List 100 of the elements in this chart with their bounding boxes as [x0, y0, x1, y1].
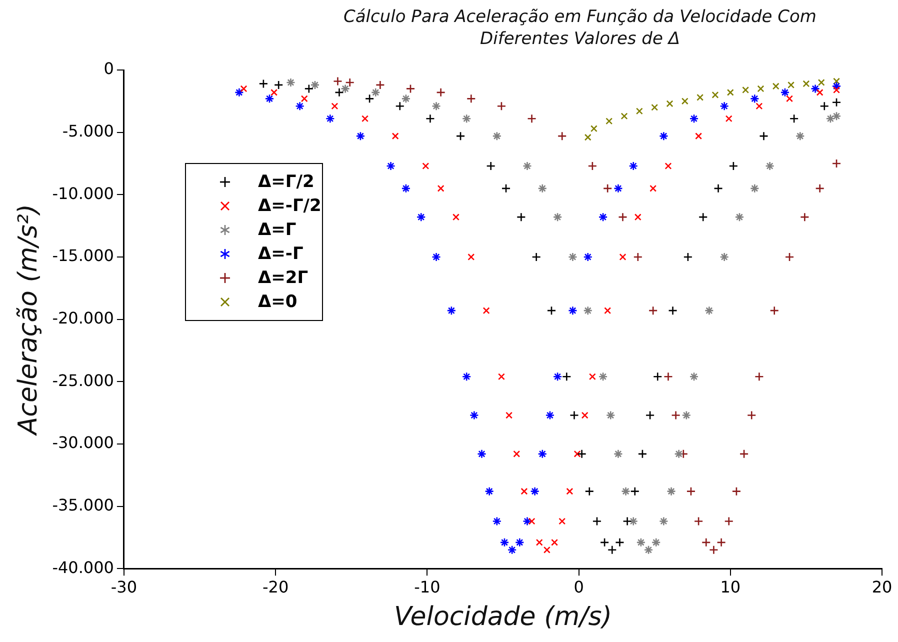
point	[401, 94, 411, 104]
point	[452, 214, 460, 221]
x-tick-label: 0	[574, 577, 584, 596]
point	[698, 212, 708, 222]
point	[566, 488, 574, 495]
x-tick-label: -10	[414, 577, 440, 596]
point	[590, 125, 598, 132]
point	[689, 372, 699, 382]
point	[701, 538, 711, 548]
point	[734, 212, 744, 222]
point	[258, 79, 268, 88]
point	[750, 184, 760, 194]
point	[664, 372, 673, 382]
point	[628, 516, 638, 526]
point	[832, 111, 842, 121]
point	[638, 449, 648, 459]
point	[651, 104, 658, 111]
point	[659, 516, 668, 526]
point	[696, 94, 704, 101]
y-tick-label: -40.000	[52, 558, 114, 577]
point	[588, 373, 596, 380]
point	[513, 450, 520, 458]
point	[356, 131, 366, 141]
y-tick-label: -10.000	[52, 184, 114, 203]
point	[422, 162, 430, 170]
point	[558, 518, 566, 525]
point	[668, 306, 678, 316]
point	[720, 252, 729, 262]
point	[739, 449, 749, 459]
point	[546, 306, 556, 316]
point	[628, 161, 638, 171]
point	[325, 114, 335, 124]
chart-title: Cálculo Para Aceleração em Função da Velocidade Com Diferentes Valores de Δ	[342, 6, 818, 50]
point	[648, 306, 658, 316]
point	[446, 306, 456, 316]
point	[630, 486, 640, 496]
point	[274, 80, 284, 90]
point	[295, 102, 304, 111]
point	[562, 372, 572, 382]
point	[331, 102, 338, 110]
point	[795, 131, 805, 141]
point	[615, 538, 624, 548]
point	[614, 184, 623, 194]
point	[516, 212, 526, 222]
point	[681, 98, 688, 105]
point	[568, 252, 578, 262]
point	[437, 184, 444, 192]
legend-label: Δ=0	[258, 292, 298, 312]
point	[340, 84, 350, 94]
point	[683, 252, 693, 262]
point	[588, 161, 598, 171]
point	[376, 80, 385, 90]
x-tick-label: -30	[110, 577, 138, 596]
point	[264, 94, 274, 104]
point	[552, 372, 562, 382]
point	[614, 449, 623, 459]
point	[527, 114, 536, 124]
point	[568, 306, 578, 316]
point	[600, 538, 610, 548]
point	[704, 306, 714, 316]
point	[765, 161, 774, 171]
point	[757, 85, 764, 92]
point	[386, 161, 396, 171]
point	[462, 372, 472, 382]
legend-label: Δ=2Γ	[258, 268, 308, 288]
point	[732, 486, 742, 496]
point	[636, 108, 643, 115]
point	[426, 114, 435, 124]
point	[492, 516, 502, 526]
point	[574, 450, 581, 458]
point	[606, 118, 613, 125]
point	[234, 88, 244, 98]
legend-label: Δ=-Γ	[258, 244, 304, 264]
point	[689, 114, 699, 124]
point	[784, 252, 794, 262]
point	[620, 112, 628, 120]
y-tick-label: -30.000	[52, 433, 114, 452]
x-tick-label: -20	[262, 577, 289, 596]
point	[395, 102, 405, 111]
point	[557, 131, 567, 141]
point	[712, 91, 719, 98]
point	[492, 131, 502, 141]
point	[270, 88, 278, 96]
point	[310, 80, 320, 90]
point	[592, 516, 602, 526]
y-tick-label: -15.000	[52, 246, 114, 266]
point	[816, 88, 824, 96]
point	[671, 410, 680, 420]
point	[598, 372, 608, 382]
point	[659, 131, 668, 141]
point	[770, 306, 780, 316]
point	[468, 253, 475, 260]
x-tick-label: 10	[720, 577, 741, 596]
point	[666, 100, 674, 108]
point	[756, 102, 763, 110]
point	[507, 545, 517, 555]
point	[833, 86, 840, 94]
point	[746, 410, 756, 420]
point	[686, 486, 696, 496]
point	[650, 184, 657, 192]
